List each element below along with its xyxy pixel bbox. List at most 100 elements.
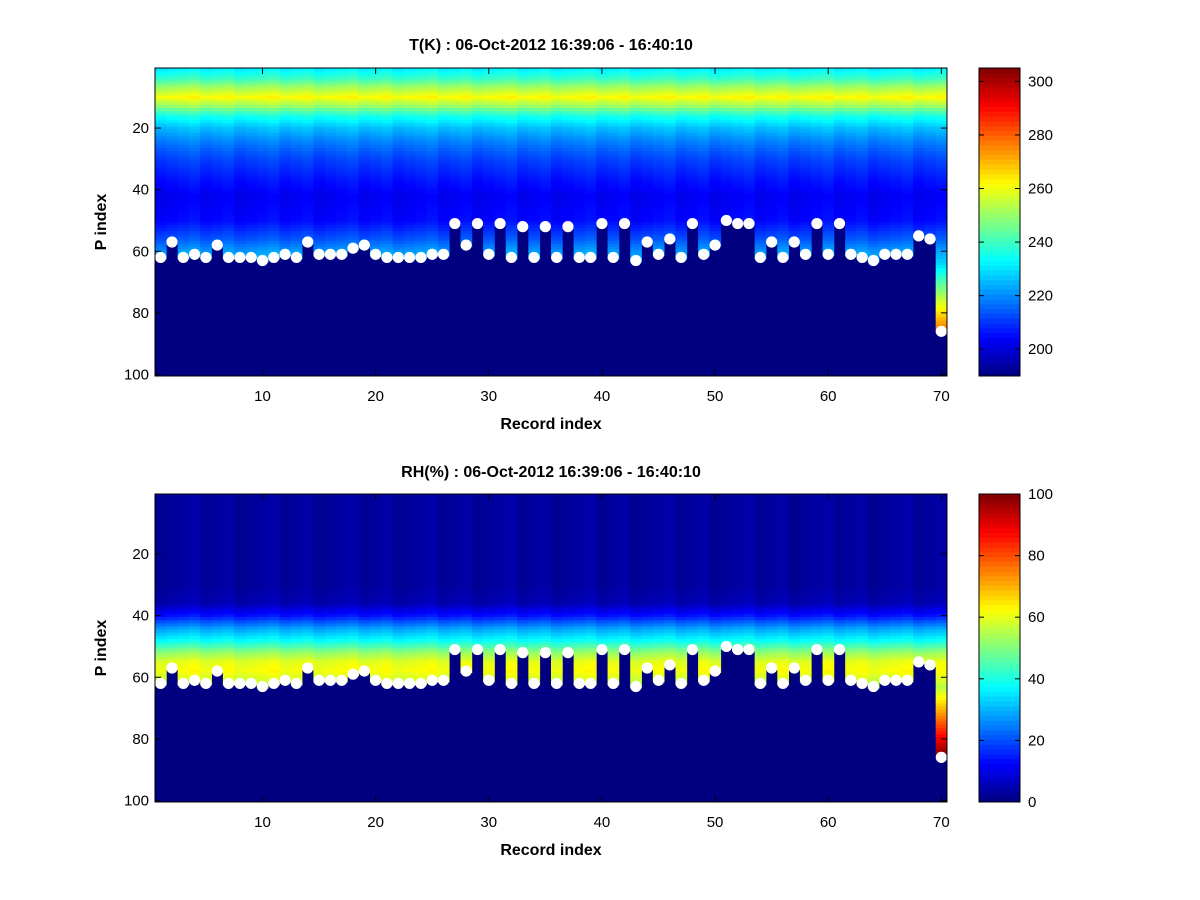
heatmap-cell (890, 188, 903, 192)
heatmap-cell (358, 228, 371, 232)
heatmap-cell (302, 197, 314, 201)
heatmap-cell (709, 203, 722, 207)
heatmap-cell (268, 160, 280, 164)
heatmap-cell (856, 148, 869, 152)
heatmap-cell (596, 200, 608, 204)
heatmap-cell (403, 89, 416, 94)
heatmap-cell (584, 240, 597, 244)
heatmap-cell (811, 95, 823, 100)
heatmap-cell (234, 611, 246, 615)
heatmap-cell (177, 111, 190, 115)
heatmap-cell (290, 151, 303, 155)
heatmap-cell (449, 157, 461, 161)
heatmap-cell (245, 234, 258, 238)
heatmap-cell (856, 145, 869, 149)
heatmap-cell (155, 500, 167, 504)
heatmap-cell (245, 123, 258, 127)
heatmap-cell (799, 141, 812, 146)
heatmap-cell (732, 101, 744, 106)
heatmap-cell (720, 104, 733, 109)
heatmap-cell (268, 629, 280, 633)
heatmap-cell (302, 188, 314, 192)
heatmap-cell (200, 614, 212, 618)
heatmap-cell (584, 222, 597, 226)
heatmap-cell (200, 163, 212, 167)
heatmap-cell (313, 234, 326, 238)
heatmap-cell (517, 111, 529, 115)
x-tick-label: 20 (367, 388, 384, 405)
heatmap-cell (155, 503, 167, 507)
heatmap-cell (200, 672, 212, 677)
heatmap-cell (460, 206, 473, 211)
heatmap-cell (369, 98, 382, 103)
heatmap-cell (652, 169, 665, 174)
heatmap-cell (222, 77, 235, 81)
heatmap-cell (879, 98, 891, 103)
heatmap-cell (313, 138, 326, 143)
heatmap-cell (313, 126, 326, 130)
heatmap-cell (426, 126, 439, 130)
heatmap-cell (630, 123, 642, 127)
heatmap-cell (188, 191, 201, 195)
heatmap-cell (935, 77, 948, 81)
heatmap-cell (188, 651, 201, 655)
heatmap-cell (584, 80, 597, 84)
heatmap-cell (562, 163, 575, 167)
heatmap-cell (833, 123, 846, 127)
heatmap-cell (324, 92, 337, 97)
heatmap-cell (607, 98, 620, 103)
heatmap-cell (867, 206, 880, 211)
heatmap-cell (211, 191, 224, 195)
heatmap-cell (675, 249, 688, 254)
heatmap-cell (256, 626, 269, 630)
heatmap-cell (200, 641, 212, 646)
heatmap-cell (313, 132, 326, 137)
heatmap-cell (256, 651, 269, 655)
heatmap-cell (618, 68, 631, 72)
heatmap-cell (245, 657, 258, 661)
heatmap-cell (155, 123, 167, 127)
heatmap-cell (256, 117, 269, 121)
heatmap-cell (641, 188, 654, 192)
heatmap-cell (652, 209, 665, 214)
heatmap-cell (222, 589, 235, 593)
heatmap-cell (777, 135, 789, 140)
heatmap-cell (788, 120, 801, 124)
heatmap-cell (381, 80, 393, 84)
heatmap-cell (573, 154, 586, 158)
heatmap-cell (347, 209, 360, 214)
heatmap-cell (177, 71, 190, 75)
heatmap-cell (460, 231, 473, 235)
heatmap-cell (822, 141, 835, 146)
heatmap-cell (415, 166, 427, 171)
heatmap-cell (562, 203, 575, 207)
heatmap-cell (630, 145, 642, 149)
heatmap-cell (709, 132, 722, 137)
heatmap-cell (177, 675, 190, 680)
heatmap-cell (652, 77, 665, 81)
heatmap-cell (788, 114, 801, 118)
heatmap-cell (392, 191, 405, 195)
heatmap-cell (471, 138, 484, 143)
heatmap-cell (313, 89, 326, 94)
heatmap-cell (822, 209, 835, 214)
heatmap-cell (188, 540, 201, 544)
heatmap-cell (449, 178, 461, 183)
heatmap-cell (494, 212, 507, 217)
heatmap-cell (765, 104, 778, 109)
heatmap-cell (607, 209, 620, 214)
heatmap-cell (743, 151, 756, 155)
heatmap-cell (562, 194, 575, 198)
heatmap-cell (256, 567, 269, 572)
heatmap-cell (788, 175, 801, 180)
heatmap-cell (845, 111, 857, 115)
heatmap-cell (324, 228, 337, 232)
heatmap-cell (268, 537, 280, 541)
heatmap-cell (618, 92, 631, 97)
heatmap-cell (754, 114, 767, 118)
heatmap-cell (539, 123, 552, 127)
heatmap-cell (799, 108, 812, 112)
heatmap-cell (268, 138, 280, 143)
heatmap-cell (188, 558, 201, 563)
heatmap-cell (641, 132, 654, 137)
